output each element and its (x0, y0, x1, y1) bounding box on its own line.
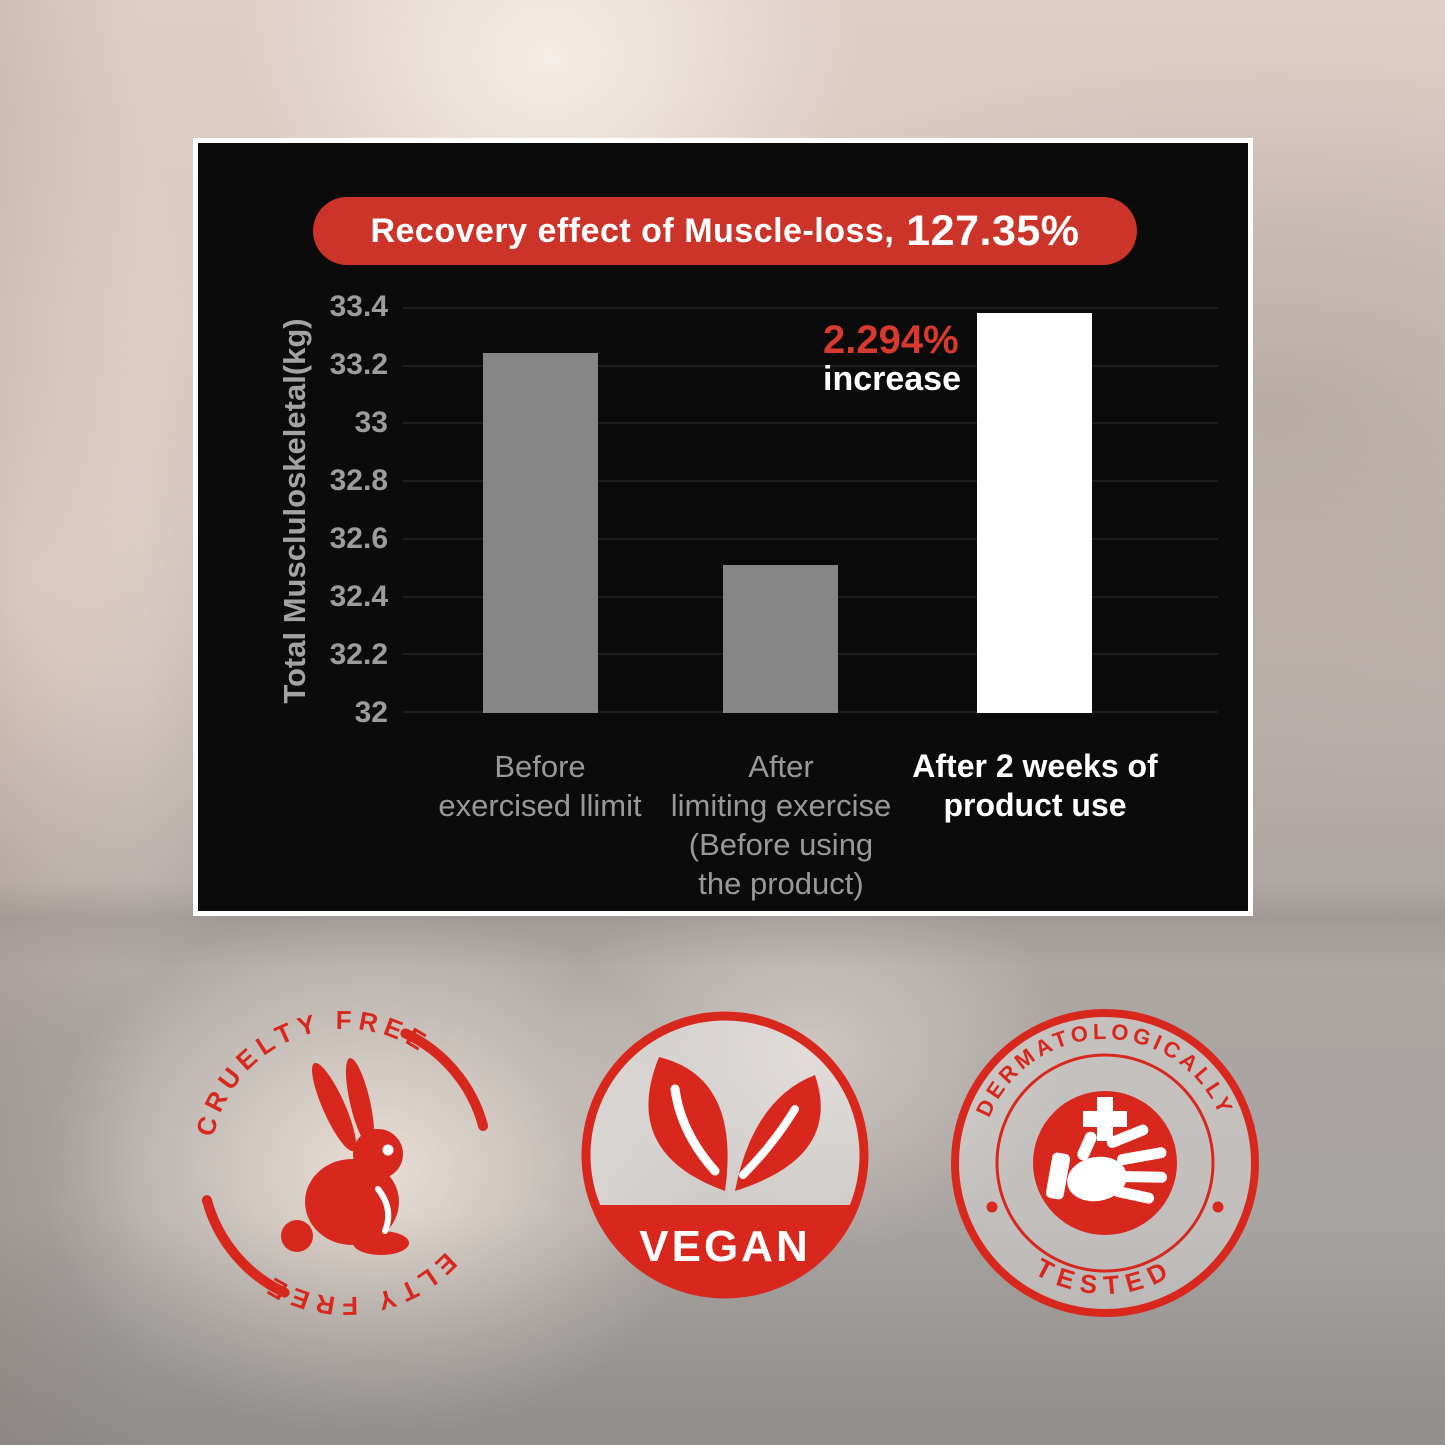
chart-panel: Recovery effect of Muscle-loss, 127.35% … (193, 138, 1253, 916)
chart-title-text: Recovery effect of Muscle-loss, (370, 211, 895, 250)
chart-title-pill: Recovery effect of Muscle-loss, 127.35% (313, 197, 1137, 265)
gridline (403, 364, 1218, 367)
vegan-label: VEGAN (639, 1222, 810, 1271)
x-label-before-exercise-limit: Before exercised llimit (438, 749, 642, 823)
arc-segment-bottom-left (201, 1195, 290, 1298)
badge-vegan: VEGAN (565, 995, 885, 1315)
increase-annotation-value: 2.294% (823, 318, 959, 362)
rabbit-icon (281, 1058, 409, 1255)
hand-cross-icon (1045, 1097, 1167, 1204)
bar-before-exercise-limit (483, 353, 598, 713)
rabbit-eye (382, 1144, 394, 1156)
leaves-icon (648, 1057, 821, 1191)
gridline (403, 480, 1218, 483)
bar-chart-plot-area: 2.294% increase Before exercised llimit A… (403, 307, 1218, 901)
rabbit-leg-line (375, 1186, 392, 1234)
chart-title-value: 127.35% (906, 206, 1080, 255)
bar-after-limiting-exercise (723, 565, 838, 713)
increase-annotation-label: increase (823, 360, 961, 399)
derm-dot-left (986, 1201, 998, 1213)
x-label-after-2-weeks-product: After 2 weeks of product use (912, 748, 1158, 823)
badge-cruelty-free: CRUELTY FREE ELTY FREE (185, 1003, 505, 1323)
bar-after-2-weeks-product (977, 312, 1092, 713)
derm-dot-right (1212, 1201, 1224, 1213)
gridline (403, 307, 1218, 309)
svg-text:ELTY FREE: ELTY FREE (257, 1247, 463, 1321)
x-label-after-limiting-exercise: After limiting exercise (Before using the p… (670, 749, 892, 901)
gridline (403, 537, 1218, 540)
derm-inner-ring (995, 1053, 1215, 1273)
vegan-banner (598, 1205, 852, 1292)
arc-segment-top-right (400, 1028, 489, 1131)
increase-annotation: 2.294% increase (823, 318, 961, 399)
y-tick-labels: 33.4 33.2 33 32.8 32.6 32.4 32.2 32 (329, 290, 388, 729)
cruelty-free-arc-text-bottom: ELTY FREE (257, 1247, 457, 1321)
badge-dermatologically-tested: DERMATOLOGICALLY TESTED (945, 1003, 1265, 1323)
gridline (403, 422, 1218, 425)
